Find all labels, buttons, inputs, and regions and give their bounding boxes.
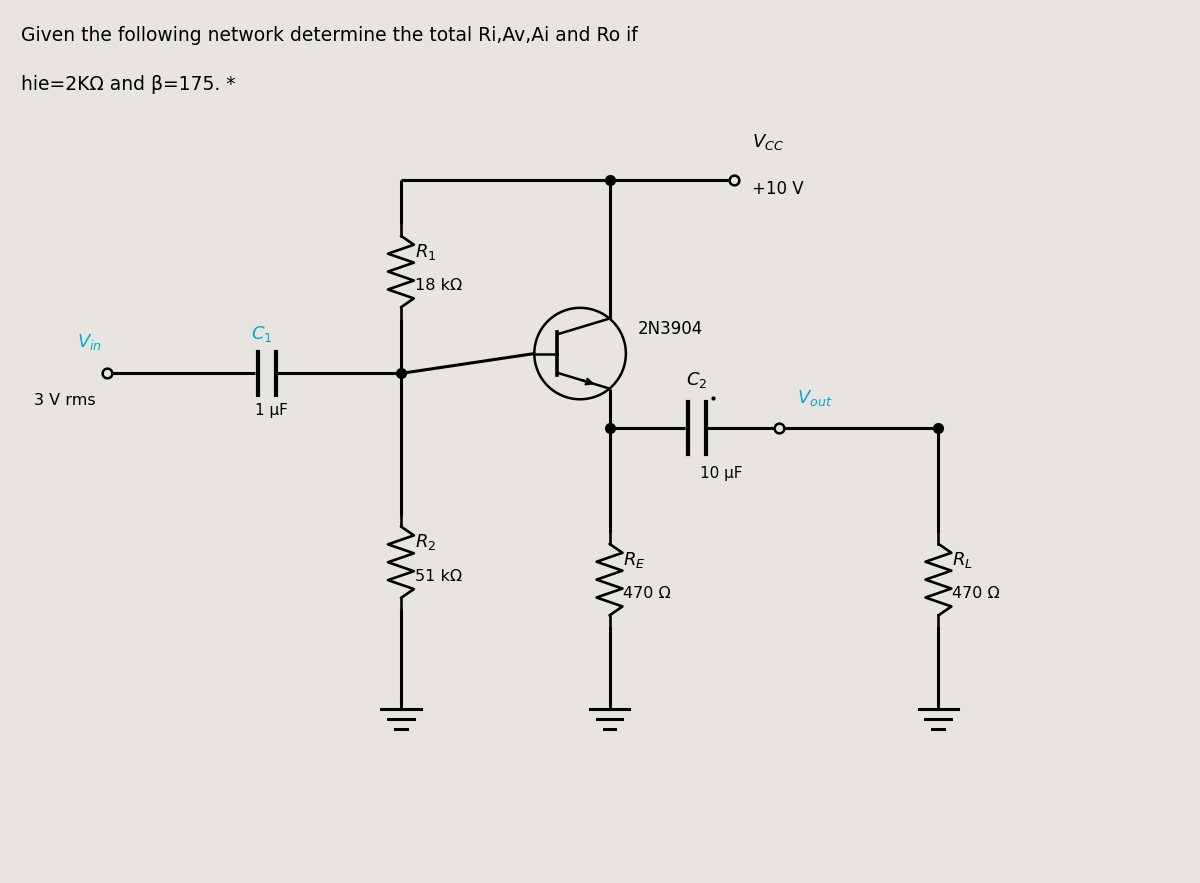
Text: $R_2$: $R_2$	[415, 532, 436, 553]
Text: hie=2KΩ and β=175. *: hie=2KΩ and β=175. *	[20, 75, 235, 94]
Text: 2N3904: 2N3904	[638, 320, 703, 337]
Text: $R_1$: $R_1$	[415, 242, 437, 261]
Text: $V_{out}$: $V_{out}$	[797, 389, 833, 408]
Text: 18 kΩ: 18 kΩ	[415, 278, 462, 293]
Text: 3 V rms: 3 V rms	[34, 393, 95, 408]
Text: $V_{CC}$: $V_{CC}$	[752, 132, 784, 152]
Text: 10 μF: 10 μF	[701, 466, 743, 481]
Text: 470 Ω: 470 Ω	[953, 586, 1000, 601]
Text: 51 kΩ: 51 kΩ	[415, 569, 462, 584]
Text: $R_L$: $R_L$	[953, 550, 973, 570]
Text: $C_1$: $C_1$	[251, 324, 272, 343]
Text: Given the following network determine the total Ri,Av,Ai and Ro if: Given the following network determine th…	[20, 26, 637, 45]
Text: +10 V: +10 V	[752, 179, 804, 198]
Text: $R_E$: $R_E$	[624, 550, 646, 570]
Text: 1 μF: 1 μF	[256, 404, 288, 419]
Text: 470 Ω: 470 Ω	[624, 586, 671, 601]
Text: $C_2$: $C_2$	[686, 370, 708, 390]
Text: $V_{in}$: $V_{in}$	[77, 332, 102, 351]
